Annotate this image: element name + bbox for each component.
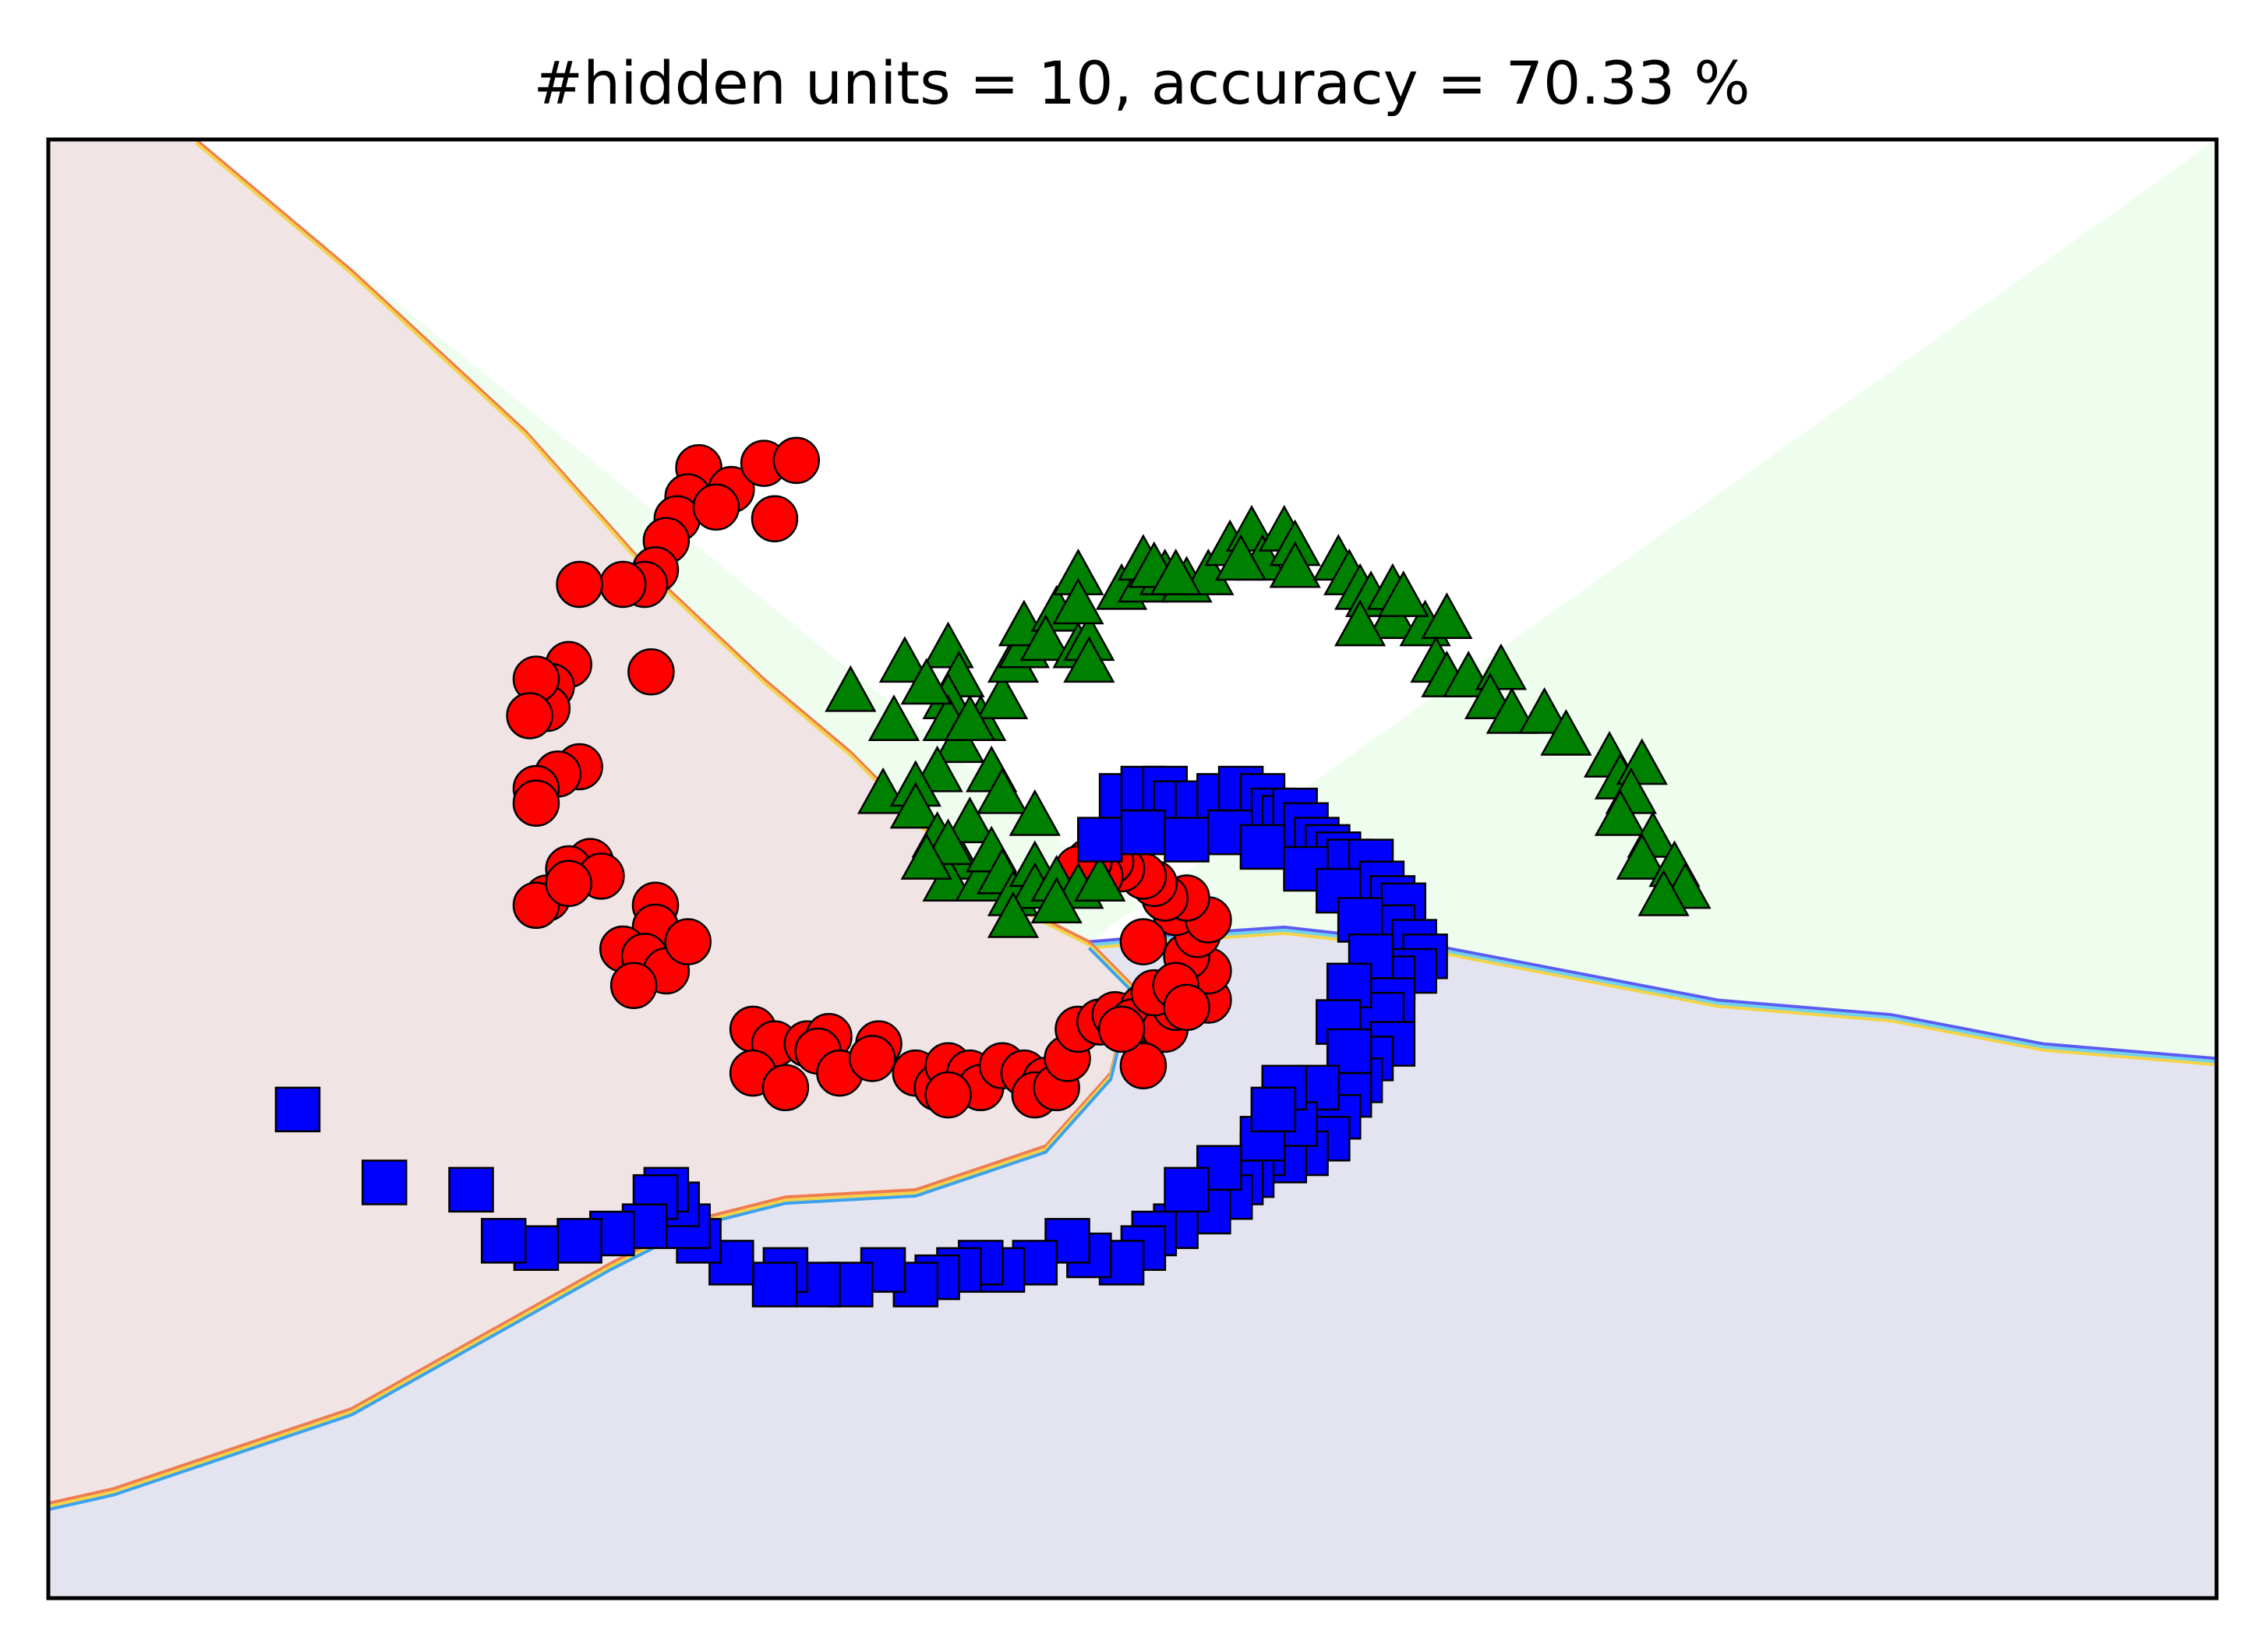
triangle-point	[944, 796, 996, 844]
triangle-point	[1486, 686, 1538, 734]
circle-point	[545, 859, 592, 907]
square-point	[1164, 817, 1210, 863]
triangle-point	[825, 665, 877, 712]
circle-point	[512, 779, 560, 828]
circle-point	[599, 560, 647, 609]
triangle-point	[1637, 869, 1690, 916]
square-point	[1077, 817, 1123, 863]
circle-point	[664, 918, 712, 965]
square-point	[556, 1218, 602, 1264]
circle-point	[1119, 918, 1168, 965]
triangle-point	[944, 694, 996, 742]
triangle-point	[1594, 789, 1647, 836]
triangle-point	[1377, 570, 1429, 617]
triangle-point	[1019, 614, 1072, 662]
square-point	[1250, 1086, 1297, 1133]
boundary-green-blue-line	[1089, 928, 2217, 1064]
square-point	[448, 1166, 494, 1213]
chart-title: #hidden units = 10, accuracy = 70.33 %	[533, 48, 1750, 118]
square-point	[1239, 824, 1286, 870]
circle-point	[1097, 1005, 1146, 1053]
circle-point	[848, 1035, 896, 1082]
circle-point	[772, 436, 821, 485]
circle-point	[506, 692, 553, 739]
triangle-point	[1334, 599, 1387, 647]
circle-point	[609, 962, 658, 1010]
square-point	[751, 1262, 798, 1308]
boundary-green-blue-line	[1089, 925, 2217, 1061]
region-class-0	[48, 139, 1132, 1504]
circle-point	[1119, 1042, 1168, 1089]
triangle-point	[987, 891, 1040, 938]
square-point	[1164, 1166, 1210, 1213]
data-points	[274, 436, 1712, 1308]
circle-point	[556, 560, 603, 609]
triangle-point	[900, 833, 952, 880]
boundary-green-blue-line	[1089, 931, 2217, 1067]
triangle-point	[1052, 577, 1104, 625]
triangle-point	[900, 658, 952, 705]
plot-frame	[46, 137, 2219, 1600]
square-point	[361, 1159, 408, 1205]
triangle-point	[867, 694, 920, 742]
triangle-point	[1421, 592, 1473, 640]
circle-point	[627, 648, 675, 696]
triangle-point	[889, 782, 941, 829]
square-point	[1120, 809, 1167, 856]
triangle-point	[922, 621, 974, 669]
circle-point	[1163, 983, 1210, 1032]
square-point	[274, 1086, 321, 1133]
circle-point	[692, 483, 740, 531]
triangle-point	[1009, 789, 1061, 836]
triangle-point	[1616, 833, 1668, 880]
triangle-point	[878, 636, 931, 683]
triangle-point	[1150, 549, 1202, 595]
triangle-point	[976, 672, 1029, 719]
circle-point	[761, 1064, 810, 1112]
region-class-1	[196, 139, 2217, 1059]
triangle-point	[1540, 708, 1592, 756]
triangle-point	[1074, 855, 1126, 902]
triangle-point	[1030, 877, 1083, 924]
triangle-point	[1269, 541, 1321, 588]
square-point	[480, 1218, 527, 1264]
circle-point	[512, 881, 560, 930]
triangle-point	[1518, 686, 1570, 734]
triangle-point	[976, 767, 1029, 814]
circle-point	[751, 495, 799, 542]
triangle-point	[1063, 636, 1115, 683]
circle-point	[924, 1071, 972, 1119]
triangle-point	[1214, 534, 1267, 581]
